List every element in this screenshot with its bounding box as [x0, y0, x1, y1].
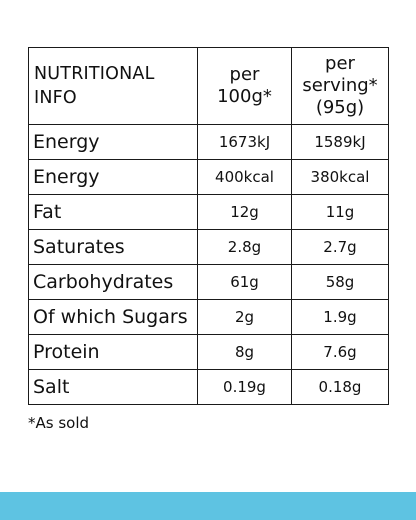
value-per-100g: 2g — [197, 299, 292, 335]
value-per-100g: 0.19g — [197, 369, 292, 405]
nutrition-table: NUTRITIONAL INFO per 100g* per serving* … — [28, 47, 389, 405]
table-row: Energy 400kcal 380kcal — [28, 159, 389, 195]
value-per-serving: 1589kJ — [291, 124, 389, 160]
header-nutritional-info: NUTRITIONAL INFO — [28, 47, 198, 125]
value-per-100g: 400kcal — [197, 159, 292, 195]
footnote: *As sold — [28, 414, 90, 432]
header-per-100g: per 100g* — [197, 47, 292, 125]
table-row: Protein 8g 7.6g — [28, 334, 389, 370]
nutrient-name: Carbohydrates — [28, 264, 198, 300]
value-per-100g: 1673kJ — [197, 124, 292, 160]
value-per-serving: 1.9g — [291, 299, 389, 335]
header-per-serving: per serving* (95g) — [291, 47, 389, 125]
value-per-serving: 7.6g — [291, 334, 389, 370]
table-row: Carbohydrates 61g 58g — [28, 264, 389, 300]
value-per-100g: 2.8g — [197, 229, 292, 265]
table-row: Energy 1673kJ 1589kJ — [28, 124, 389, 160]
nutrient-name: Saturates — [28, 229, 198, 265]
value-per-100g: 8g — [197, 334, 292, 370]
table-header-row: NUTRITIONAL INFO per 100g* per serving* … — [28, 47, 389, 125]
nutrient-name: Energy — [28, 124, 198, 160]
value-per-100g: 61g — [197, 264, 292, 300]
value-per-serving: 11g — [291, 194, 389, 230]
nutrient-name: Fat — [28, 194, 198, 230]
nutrient-name: Of which Sugars — [28, 299, 198, 335]
value-per-serving: 380kcal — [291, 159, 389, 195]
table-row: Fat 12g 11g — [28, 194, 389, 230]
value-per-serving: 0.18g — [291, 369, 389, 405]
nutrient-name: Protein — [28, 334, 198, 370]
nutrient-name: Salt — [28, 369, 198, 405]
value-per-serving: 2.7g — [291, 229, 389, 265]
accent-band — [0, 492, 416, 520]
table-row: Salt 0.19g 0.18g — [28, 369, 389, 405]
nutrient-name: Energy — [28, 159, 198, 195]
table-row: Of which Sugars 2g 1.9g — [28, 299, 389, 335]
value-per-100g: 12g — [197, 194, 292, 230]
table-row: Saturates 2.8g 2.7g — [28, 229, 389, 265]
value-per-serving: 58g — [291, 264, 389, 300]
